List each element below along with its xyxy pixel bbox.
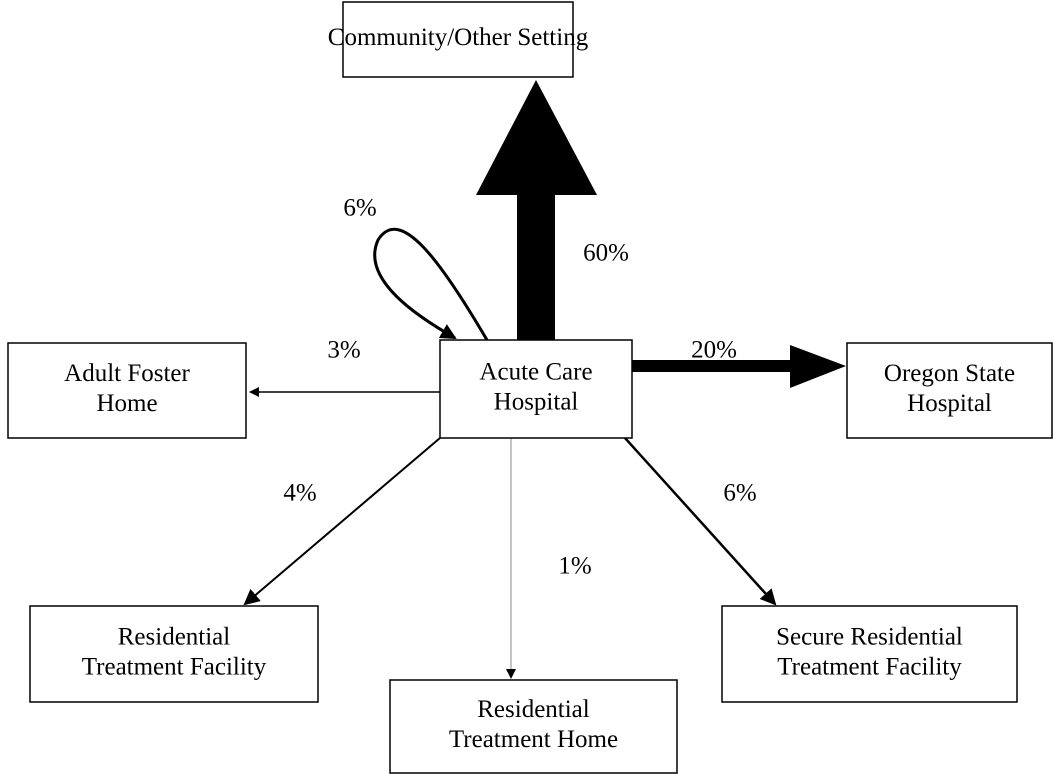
node-box: [342, 1, 574, 78]
node-label: Acute Care: [479, 359, 592, 386]
edge-label: 6%: [723, 480, 756, 507]
edge-labels: 60% 6% 3% 20% 4% 1% 6%: [283, 195, 756, 580]
node-label: Adult Foster: [64, 360, 190, 387]
nodes: Community/Other Setting Acute Care Hospita…: [7, 1, 1053, 774]
node-label: Hospital: [907, 390, 992, 417]
edge-label: 20%: [691, 337, 737, 364]
node: Residential Treatment Home: [389, 679, 678, 774]
node-label: Treatment Facility: [777, 654, 962, 681]
node-box: [389, 679, 678, 774]
edge-label: 6%: [343, 195, 376, 222]
node-label: Hospital: [494, 389, 579, 416]
arrow-shaft: [517, 192, 555, 340]
node: Oregon State Hospital: [846, 342, 1053, 439]
edge-label: 1%: [558, 553, 591, 580]
node-label: Residential: [477, 696, 590, 723]
node: Community/Other Setting: [328, 1, 589, 78]
node-label: Treatment Facility: [82, 654, 267, 681]
arrows: [243, 80, 846, 679]
node-box: [29, 605, 319, 703]
node: Adult Foster Home: [7, 342, 247, 439]
arrow: [243, 437, 441, 606]
arrow: [624, 437, 777, 606]
node-box: [439, 339, 633, 439]
edge-label: 4%: [283, 480, 316, 507]
node-box: [846, 342, 1053, 439]
loop-arrow: [373, 227, 489, 341]
node-label: Community/Other Setting: [328, 24, 589, 51]
node-label: Residential: [118, 624, 231, 651]
node-label: Secure Residential: [776, 624, 963, 651]
node: Secure Residential Treatment Facility: [721, 605, 1018, 703]
edge-label: 3%: [327, 337, 360, 364]
arrow-shaft: [632, 360, 792, 372]
node-label: Home: [96, 390, 157, 417]
node: Acute Care Hospital: [439, 339, 633, 439]
node-label: Oregon State: [884, 360, 1015, 387]
node: Residential Treatment Facility: [29, 605, 319, 703]
node-box: [7, 342, 247, 439]
node-box: [721, 605, 1018, 703]
arrow-head: [476, 80, 597, 195]
node-label: Treatment Home: [449, 726, 618, 753]
edge-label: 60%: [583, 240, 629, 267]
arrow-head: [790, 345, 846, 388]
